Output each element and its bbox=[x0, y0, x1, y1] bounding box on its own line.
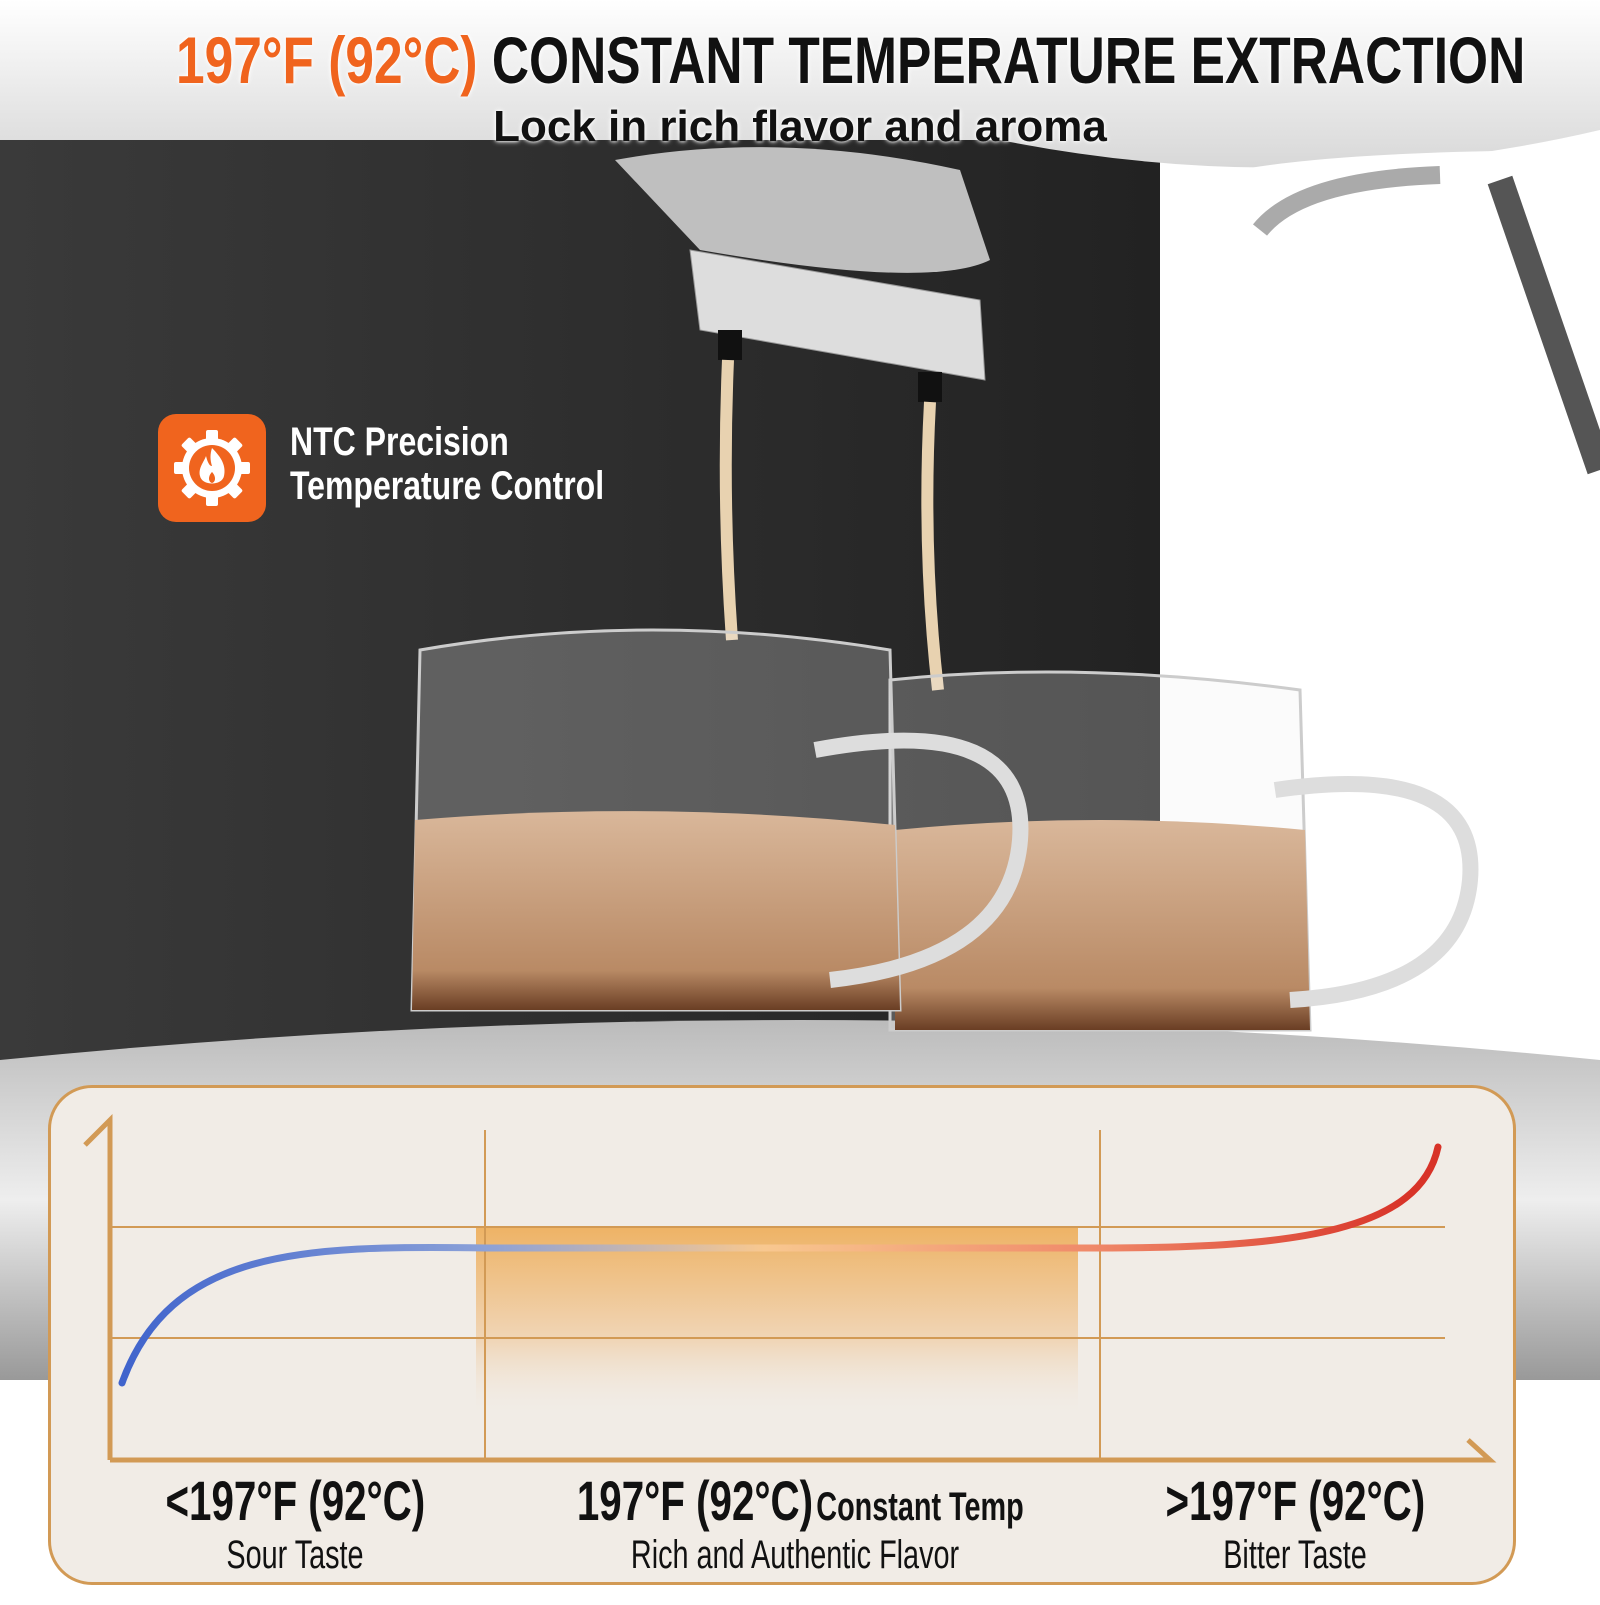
grid-lines bbox=[110, 1130, 1445, 1458]
zone-high-label: >197°F (92°C) Bitter Taste bbox=[1100, 1468, 1490, 1578]
zone-low-temp: <197°F (92°C) bbox=[165, 1469, 425, 1532]
gear-flame-icon bbox=[158, 414, 266, 522]
feature-line2: Temperature Control bbox=[290, 464, 605, 508]
subtitle: Lock in rich flavor and aroma bbox=[493, 102, 1107, 151]
title-temperature: 197°F (92°C) bbox=[176, 23, 478, 97]
zone-constant-desc: Rich and Authentic Flavor bbox=[630, 1533, 960, 1577]
feature-line1: Precision bbox=[364, 420, 509, 464]
zone-low-desc: Sour Taste bbox=[226, 1533, 364, 1577]
x-axis bbox=[110, 1438, 1497, 1463]
title-text: CONSTANT TEMPERATURE EXTRACTION bbox=[491, 23, 1526, 97]
feature-label: NTC Precision Temperature Control bbox=[290, 420, 604, 508]
zone-low-label: <197°F (92°C) Sour Taste bbox=[100, 1468, 490, 1578]
zone-high-temp: >197°F (92°C) bbox=[1165, 1469, 1425, 1532]
zone-high-desc: Bitter Taste bbox=[1223, 1533, 1367, 1577]
y-axis bbox=[83, 1113, 113, 1460]
feature-line1-bold: NTC bbox=[290, 420, 356, 464]
zone-constant-suffix: Constant Temp bbox=[816, 1485, 1024, 1529]
page-title: 197°F (92°C) CONSTANT TEMPERATURE EXTRAC… bbox=[176, 22, 1525, 98]
zone-constant-label: 197°F (92°C) Constant Temp Rich and Auth… bbox=[490, 1468, 1100, 1578]
constant-zone-highlight bbox=[476, 1228, 1078, 1418]
zone-constant-temp: 197°F (92°C) bbox=[576, 1469, 814, 1532]
temperature-curve bbox=[118, 1143, 1442, 1387]
